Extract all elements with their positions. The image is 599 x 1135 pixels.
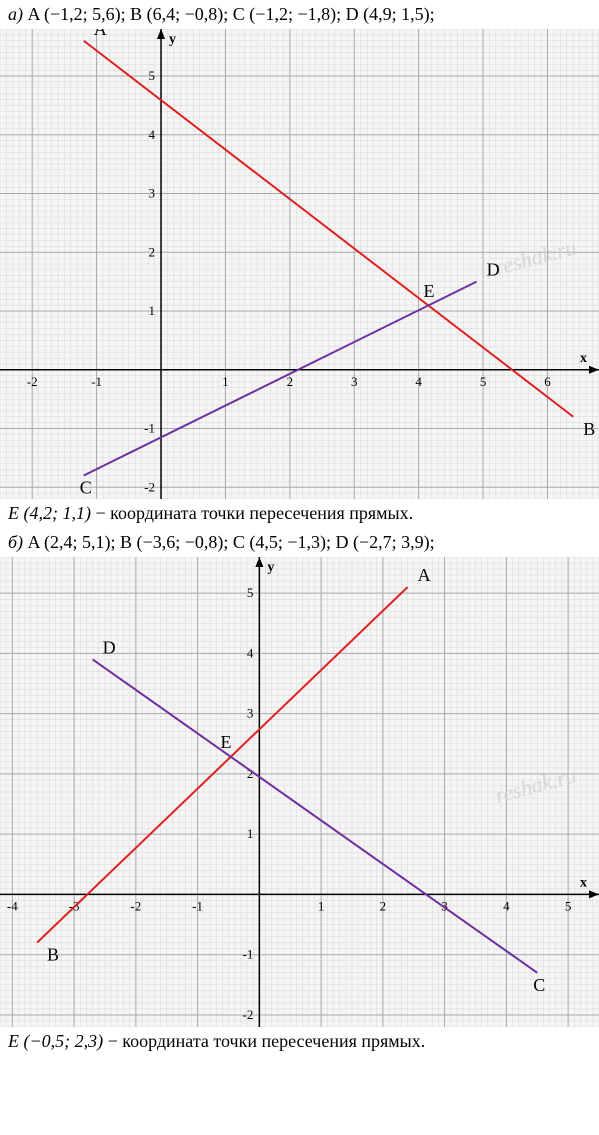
svg-text:3: 3 [149,186,156,201]
svg-text:D: D [487,260,500,280]
answer-b: E (−0,5; 2,3) − координата точки пересеч… [0,1027,599,1056]
answer-a: E (4,2; 1,1) − координата точки пересече… [0,499,599,528]
problem-a-coords: а) A (−1,2; 5,6); B (6,4; −0,8); C (−1,2… [0,0,599,29]
svg-text:5: 5 [149,68,156,83]
svg-text:D: D [103,637,116,657]
answer-b-point: E (−0,5; 2,3) [8,1031,103,1051]
svg-text:-2: -2 [130,898,141,913]
chart-a: xy-2-1123456-2-112345reshak.ruABCDE [0,29,599,499]
svg-text:-4: -4 [7,898,18,913]
svg-text:A: A [94,29,107,39]
problem-b-label: б) [8,532,28,552]
svg-text:-1: -1 [144,421,155,436]
svg-text:B: B [47,945,59,965]
svg-text:y: y [169,32,176,47]
svg-text:C: C [533,975,545,995]
problem-b-points: A (2,4; 5,1); B (−3,6; −0,8); C (4,5; −1… [28,532,435,552]
svg-text:A: A [418,565,431,585]
problem-b-coords: б) A (2,4; 5,1); B (−3,6; −0,8); C (4,5;… [0,528,599,557]
chart-b-container: xy-4-3-2-112345-2-112345reshak.ruABCDE [0,557,599,1027]
svg-text:2: 2 [380,898,387,913]
svg-text:E: E [220,732,231,752]
svg-text:-2: -2 [144,479,155,494]
problem-a-points: A (−1,2; 5,6); B (6,4; −0,8); C (−1,2; −… [28,4,435,24]
answer-a-point: E (4,2; 1,1) [8,503,91,523]
svg-text:5: 5 [247,585,254,600]
svg-text:2: 2 [149,244,156,259]
svg-text:3: 3 [351,374,358,389]
svg-text:4: 4 [149,127,156,142]
svg-text:5: 5 [480,374,487,389]
svg-text:x: x [580,875,587,890]
svg-text:B: B [583,419,595,439]
svg-text:-1: -1 [192,898,203,913]
svg-text:-1: -1 [243,947,254,962]
answer-a-text: − координата точки пересечения прямых. [91,503,413,523]
svg-text:y: y [267,560,274,575]
svg-text:-2: -2 [243,1007,254,1022]
svg-text:1: 1 [318,898,325,913]
svg-text:-2: -2 [27,374,38,389]
chart-b: xy-4-3-2-112345-2-112345reshak.ruABCDE [0,557,599,1027]
svg-text:1: 1 [149,303,156,318]
svg-text:x: x [580,351,587,366]
svg-text:-1: -1 [91,374,102,389]
svg-text:6: 6 [544,374,551,389]
svg-text:3: 3 [247,706,254,721]
answer-b-text: − координата точки пересечения прямых. [103,1031,425,1051]
svg-text:1: 1 [247,826,254,841]
chart-a-container: xy-2-1123456-2-112345reshak.ruABCDE [0,29,599,499]
svg-text:1: 1 [222,374,229,389]
svg-text:5: 5 [565,898,572,913]
svg-text:4: 4 [503,898,510,913]
svg-text:C: C [80,478,92,498]
svg-text:4: 4 [415,374,422,389]
svg-text:E: E [424,281,435,301]
svg-text:4: 4 [247,645,254,660]
problem-a-label: а) [8,4,28,24]
